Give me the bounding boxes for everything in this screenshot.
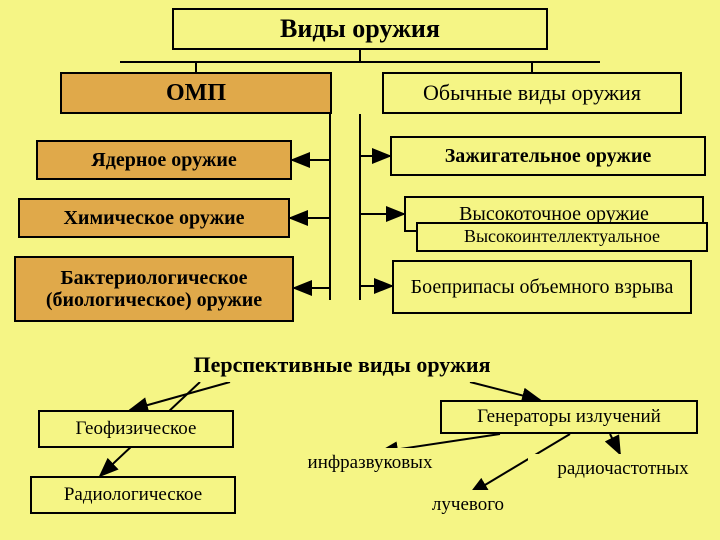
node-incend: Зажигательное оружие: [390, 136, 706, 176]
node-volexp: Боеприпасы объемного взрыва: [392, 260, 692, 314]
node-gen: Генераторы излучений: [440, 400, 698, 434]
node-nuclear: Ядерное оружие: [36, 140, 292, 180]
node-omp: ОМП: [60, 72, 332, 114]
node-rf: радиочастотных: [528, 454, 718, 484]
node-radio: Радиологическое: [30, 476, 236, 514]
node-chem: Химическое оружие: [18, 198, 290, 238]
node-title: Виды оружия: [172, 8, 548, 50]
node-persp: Перспективные виды оружия: [150, 348, 534, 382]
node-beam: лучевого: [408, 490, 528, 520]
node-infra: инфразвуковых: [272, 448, 468, 478]
node-geoph: Геофизическое: [38, 410, 234, 448]
node-bio: Бактериологическое (биологическое) оружи…: [14, 256, 294, 322]
node-conv: Обычные виды оружия: [382, 72, 682, 114]
node-intellect: Высокоинтеллектуальное: [416, 222, 708, 252]
